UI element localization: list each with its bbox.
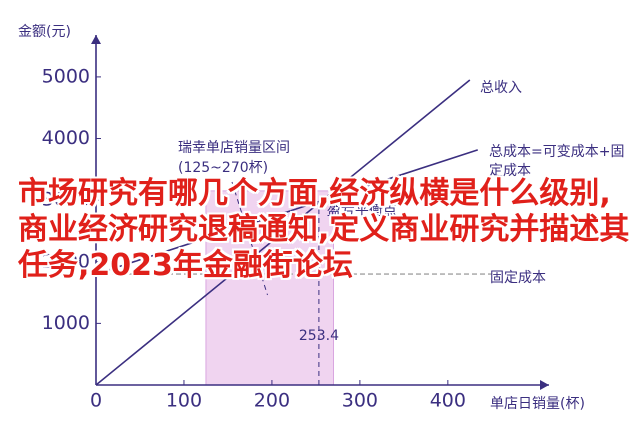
y-tick-label: 1000 [42, 312, 90, 334]
y-tick-label: 2000 [42, 250, 90, 272]
x-axis-label: 单店日销量(杯) [490, 396, 585, 412]
y-tick-label: 3000 [42, 189, 90, 211]
x-tick-label: 300 [342, 390, 378, 412]
x-tick-label: 200 [254, 390, 290, 412]
series-line [95, 149, 478, 275]
shade-pointer [231, 181, 268, 296]
y-tick-label: 5000 [42, 65, 90, 87]
series-label: 总成本=可变成本+固定成本 [489, 144, 625, 179]
x-tick-label: 0 [90, 390, 102, 412]
break-even-label: 盈亏平衡点 [327, 203, 397, 219]
x-arrow [540, 380, 549, 390]
y-arrow [91, 35, 101, 44]
shade-region [205, 190, 334, 386]
overlay-text: 市场研究有哪几个方面,经济纵横是什么级别,商业经济研究退稿通知,定义商业研究并描… [18, 176, 630, 283]
break-even-value: 253.4 [299, 328, 339, 344]
x-tick-label: 400 [430, 390, 466, 412]
x-tick-label: 100 [166, 390, 202, 412]
shade-range-label: (125~270杯) [178, 160, 268, 176]
shade-label: 瑞幸单店销量区间 [178, 140, 290, 156]
series-label: 总收入 [480, 80, 522, 96]
series-label: 固定成本 [490, 270, 546, 286]
y-tick-label: 4000 [42, 127, 90, 149]
series-line [95, 79, 471, 386]
y-axis-label: 金额(元) [18, 24, 71, 40]
